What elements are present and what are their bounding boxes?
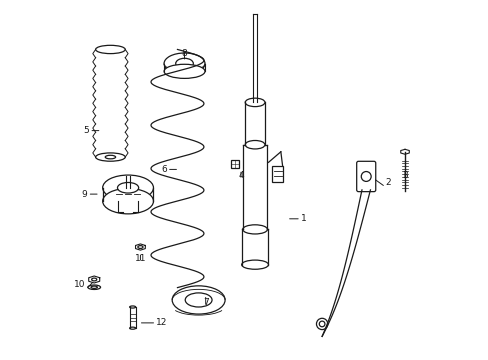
Text: 9: 9 [81,190,87,199]
Text: 2: 2 [385,178,390,187]
Ellipse shape [91,286,97,288]
Text: 8: 8 [181,49,187,58]
Ellipse shape [91,278,97,281]
Ellipse shape [129,306,135,308]
Ellipse shape [102,189,153,214]
Ellipse shape [96,45,125,54]
Text: 10: 10 [74,280,85,289]
Text: 4: 4 [238,171,244,180]
Text: 11: 11 [134,254,146,263]
Ellipse shape [164,53,204,74]
Text: 6: 6 [161,165,166,174]
Text: 12: 12 [156,318,167,327]
Text: 5: 5 [83,126,89,135]
Text: 3: 3 [401,171,407,180]
Ellipse shape [102,175,153,201]
Ellipse shape [129,327,135,329]
Ellipse shape [117,183,139,193]
Ellipse shape [88,285,101,289]
Ellipse shape [164,64,204,78]
Ellipse shape [244,140,264,149]
Ellipse shape [172,286,224,314]
Ellipse shape [242,225,267,234]
Bar [231,160,239,168]
Ellipse shape [241,260,268,269]
Ellipse shape [319,321,324,327]
Ellipse shape [244,98,264,107]
Ellipse shape [138,246,142,248]
FancyBboxPatch shape [356,161,375,192]
Ellipse shape [96,153,125,161]
Text: 1: 1 [300,214,306,223]
Ellipse shape [175,58,193,69]
Ellipse shape [105,155,115,159]
Ellipse shape [361,171,370,181]
Ellipse shape [185,293,212,307]
Bar [271,166,282,182]
Ellipse shape [316,318,327,330]
Text: 7: 7 [203,298,208,307]
